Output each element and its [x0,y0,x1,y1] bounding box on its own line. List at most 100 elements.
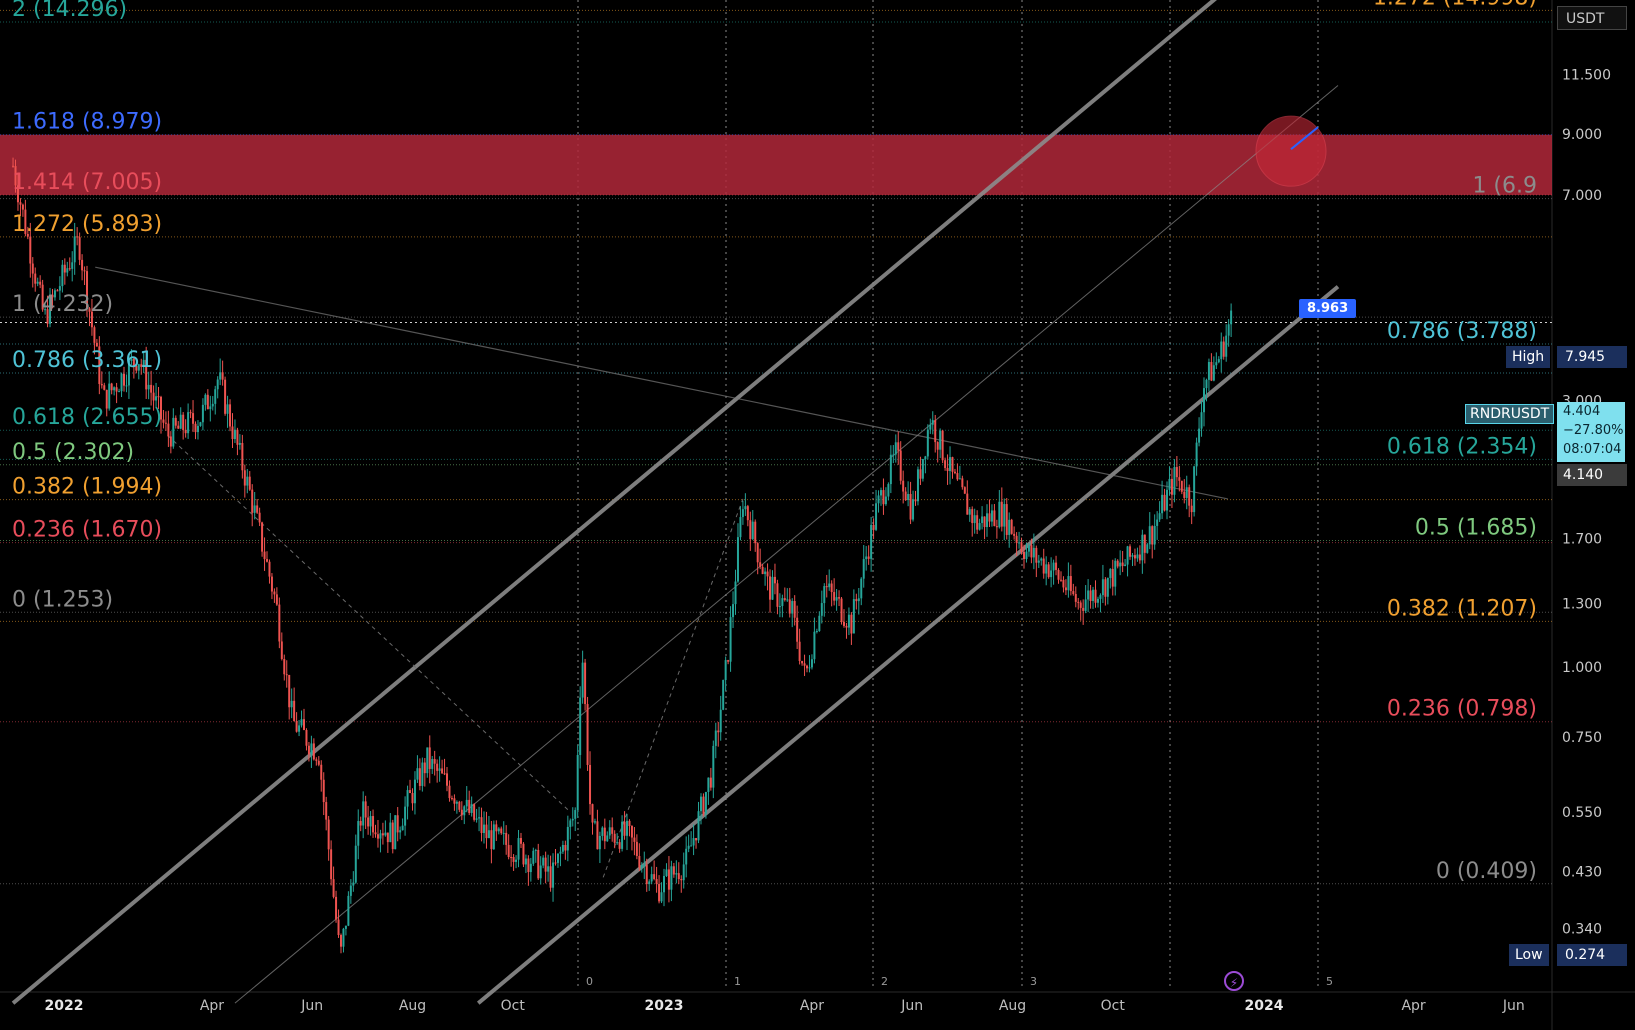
candle-body [838,597,841,599]
fib-label-right: 1.272 (14.998) [1373,0,1537,10]
candle-body [1055,562,1058,570]
candle-body [998,501,1001,528]
fib-label-left: 1 (4.232) [12,292,113,317]
candle-body [1114,560,1117,587]
candle-body [685,848,688,865]
candle-body [1180,480,1183,492]
candle-body [988,513,991,522]
candle-body [497,828,500,832]
fib-level-lines [0,9,1552,885]
candle-body [653,874,656,880]
candle-body [956,473,959,480]
candle-body [113,387,116,391]
candle-body [478,817,481,819]
candle-body [995,526,998,528]
candle-body [14,166,17,186]
candle-body [1175,467,1178,478]
candle-body [781,598,784,607]
candle-body [591,804,594,823]
candle-body [446,773,449,786]
candle-body [510,856,513,858]
candle-body [1032,547,1035,558]
candle-body [359,821,362,826]
fib-label-left: 1.618 (8.979) [12,110,162,135]
candle-body [507,844,510,857]
candle-body [399,830,402,833]
candle-body [386,832,389,843]
candle-body [436,763,439,771]
time-tick: Jun [900,998,923,1014]
candle-body [773,576,776,584]
candle-body [90,311,93,328]
candle-body [1163,494,1166,511]
candle-body [130,358,133,362]
fib-label-left: 0.618 (2.655) [12,405,162,430]
candle-body [638,855,641,868]
time-axis[interactable]: 2022 Apr Jun Aug Oct 2023 Apr Jun Aug Oct 2024 Apr J… [45,998,1525,1014]
candle-body [123,373,125,386]
low-value: 0.274 [1557,944,1627,966]
candle-body [24,209,27,234]
candle-body [73,236,76,263]
candle-body [603,827,606,842]
candle-body [475,818,478,820]
candle-body [1067,576,1070,591]
currency-badge[interactable]: USDT [1557,6,1627,30]
candle-body [976,515,979,530]
candle-body [495,824,498,832]
candle-body [593,821,596,823]
candle-body [12,165,15,167]
candle-body [574,810,577,819]
candle-body [1084,599,1087,611]
candle-body [771,576,774,600]
candle-body [268,561,271,577]
candle-body [542,857,545,866]
candle-body [1059,579,1062,581]
target-price-tag[interactable]: 8.963 [1299,299,1357,318]
candle-body [598,835,601,850]
candle-body [724,660,727,681]
candle-body [448,785,451,799]
candle-body [196,425,199,433]
candle-body [877,495,880,504]
candle-body [924,456,927,460]
candle-body [470,804,473,813]
candle-body [581,662,584,698]
candle-body [157,396,160,398]
candle-body [1106,577,1109,597]
candle-body [613,833,616,843]
candle-body [732,604,735,618]
candle-body [1000,501,1003,527]
candle-body [125,385,128,387]
candle-body [1124,564,1127,566]
candle-body [1227,324,1230,336]
candle-body [238,442,241,445]
candle-body [384,832,387,836]
candle-body [746,506,749,521]
candle-body [902,480,905,492]
candle-body [404,806,407,826]
candle-body [110,383,113,391]
cycle-number: 3 [1030,975,1037,988]
candle-body [174,417,177,426]
candle-body [423,762,426,774]
candle-body [372,816,375,833]
candle-body [379,833,382,839]
candle-body [367,817,370,827]
candle-body [663,875,665,893]
candle-body [1099,595,1102,599]
candle-body [709,777,712,788]
candle-body [549,866,552,888]
lightning-icon[interactable]: ⚡ [1224,971,1244,991]
cycle-number: 0 [586,975,593,988]
candle-body [897,442,900,451]
candle-body [727,660,730,662]
candle-body [95,342,98,347]
candle-body [1005,504,1008,535]
candle-body [909,493,912,520]
candles [12,157,1233,954]
candle-body [963,487,966,494]
candle-body [783,598,786,600]
